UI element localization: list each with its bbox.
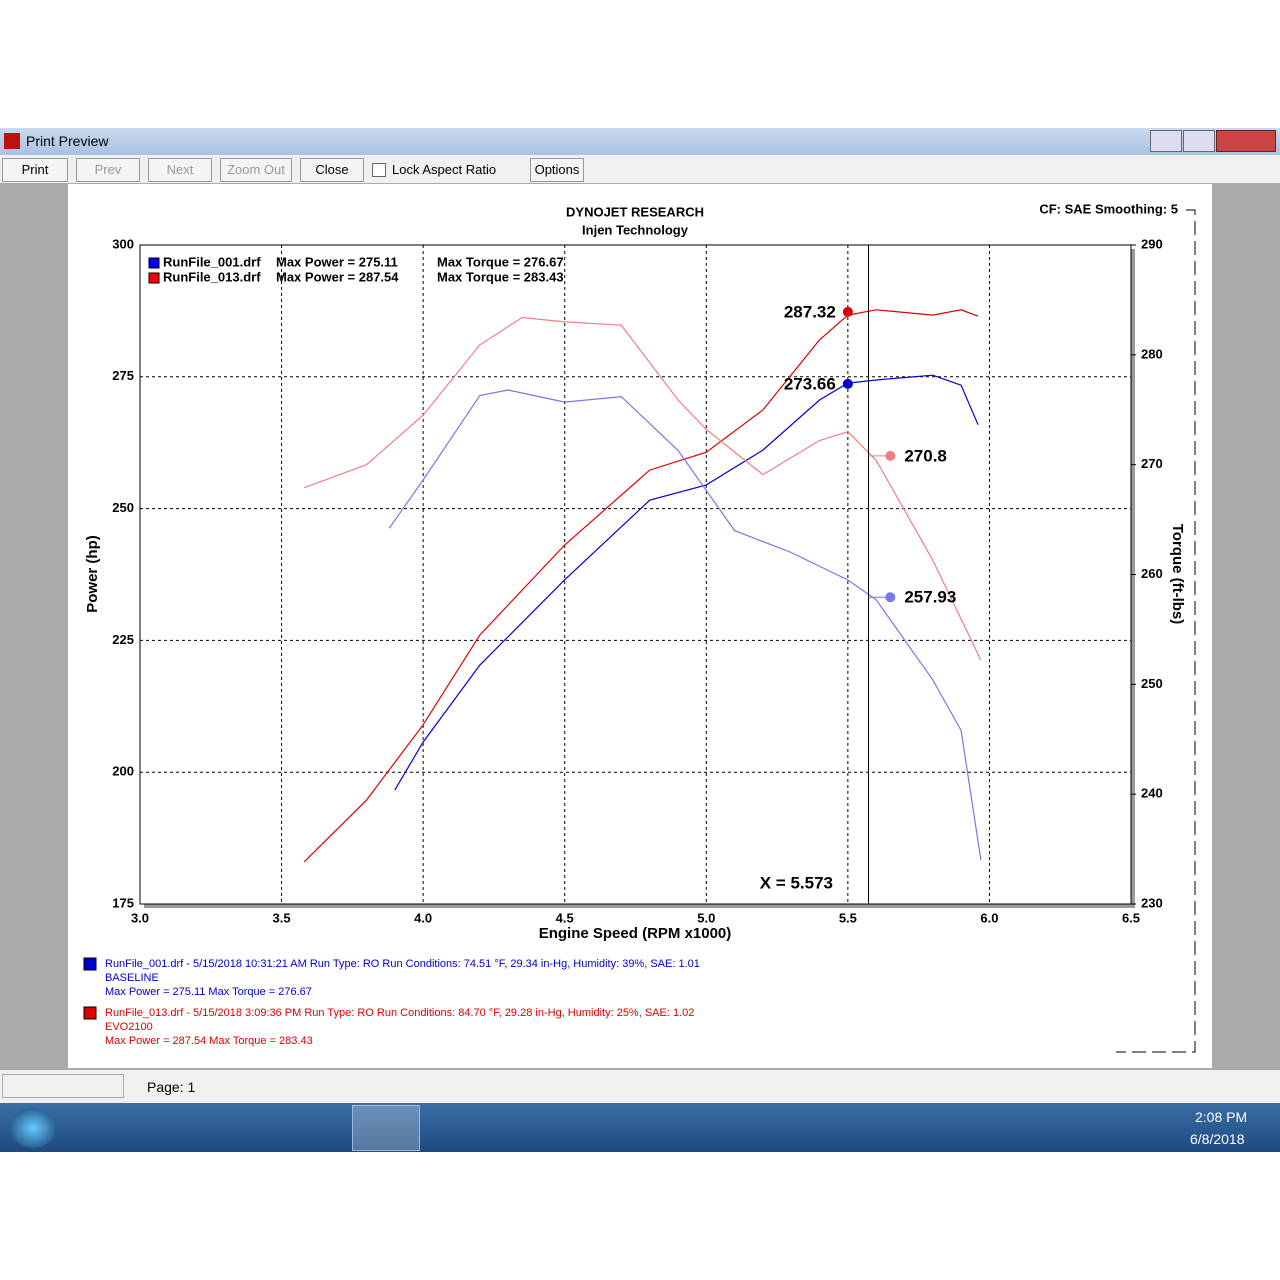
y-tick-label: 200: [112, 764, 134, 779]
plot-area: [139, 244, 1132, 905]
y2-axis-title: Torque (ft-lbs): [1169, 524, 1186, 625]
run-swatch: [83, 957, 97, 971]
series-line: [394, 374, 979, 791]
page-indicator: Page: 1: [147, 1079, 196, 1095]
run-info: RunFile_001.drf - 5/15/2018 10:31:21 AM …: [105, 958, 700, 970]
zoom-out-button[interactable]: Zoom Out: [220, 158, 292, 182]
taskbar: 2:08 PM 6/8/2018: [0, 1103, 1280, 1152]
app-icon: [4, 133, 20, 149]
x-tick-label: 4.5: [556, 910, 574, 925]
clock-time: 2:08 PM: [1195, 1109, 1248, 1125]
next-button[interactable]: Next: [148, 158, 212, 182]
x-tick-label: 5.5: [839, 910, 857, 925]
marker-dot: [885, 450, 896, 461]
close-button[interactable]: Close: [300, 158, 364, 182]
legend-swatch: [148, 257, 160, 269]
y-tick-label: 225: [112, 632, 134, 647]
checkbox-label: Lock Aspect Ratio: [392, 162, 497, 177]
legend-file: RunFile_001.drf: [163, 254, 261, 269]
report-heading: DYNOJET RESEARCH: [566, 204, 704, 219]
marker-dot: [842, 378, 853, 389]
run-info: RunFile_013.drf - 5/15/2018 3:09:36 PM R…: [105, 1007, 694, 1019]
run-info: EVO2100: [105, 1021, 153, 1033]
legend-swatch: [148, 272, 160, 284]
y2-tick-label: 260: [1141, 566, 1163, 581]
x-tick-label: 4.0: [414, 910, 432, 925]
x-tick-label: 5.0: [697, 910, 715, 925]
close-window[interactable]: [1216, 130, 1276, 152]
window-title: Print Preview: [26, 133, 109, 149]
minimize[interactable]: [1150, 130, 1182, 152]
report-subheading: Injen Technology: [582, 222, 689, 237]
checkbox[interactable]: [372, 163, 386, 177]
active-app[interactable]: [352, 1105, 420, 1151]
y2-tick-label: 250: [1141, 676, 1163, 691]
status-bar: Page: 1: [0, 1070, 1280, 1103]
run-info: Max Power = 275.11 Max Torque = 276.67: [105, 986, 312, 998]
y2-tick-label: 290: [1141, 236, 1163, 251]
x-tick-label: 6.0: [980, 910, 998, 925]
toolbar: Print Prev Next Zoom Out Close Lock Aspe…: [0, 155, 1280, 184]
x-tick-label: 3.5: [273, 910, 291, 925]
series-line: [388, 389, 982, 861]
start-button[interactable]: [10, 1108, 56, 1148]
marker-label: 270.8: [904, 446, 947, 465]
legend-power: Max Power = 287.54: [276, 269, 399, 284]
y2-tick-label: 240: [1141, 786, 1163, 801]
marker-dot: [842, 306, 853, 317]
marker-label: 257.93: [904, 588, 956, 607]
x-tick-label: 3.0: [131, 910, 149, 925]
settings: CF: SAE Smoothing: 5: [1039, 201, 1178, 216]
run-info: Max Power = 287.54 Max Torque = 283.43: [105, 1035, 313, 1047]
clock-date: 6/8/2018: [1190, 1131, 1245, 1147]
legend-power: Max Power = 275.11: [276, 254, 398, 269]
page-corner: [1116, 209, 1196, 1053]
maximize[interactable]: [1183, 130, 1215, 152]
print-button[interactable]: Print: [2, 158, 68, 182]
series-line: [303, 316, 982, 661]
y2-tick-label: 270: [1141, 456, 1163, 471]
y-tick-label: 250: [112, 500, 134, 515]
legend-torque: Max Torque = 283.43: [437, 269, 564, 284]
y2-tick-label: 230: [1141, 895, 1163, 910]
prev-button[interactable]: Prev: [76, 158, 140, 182]
y-tick-label: 175: [112, 895, 134, 910]
options-button[interactable]: Options: [530, 158, 584, 182]
cursor-label: X = 5.573: [760, 873, 833, 892]
x-axis-title: Engine Speed (RPM x1000): [539, 925, 732, 942]
run-info: BASELINE: [105, 972, 159, 984]
marker-label: 273.66: [784, 374, 836, 393]
title-bar: Print Preview: [0, 128, 1280, 155]
legend-torque: Max Torque = 276.67: [437, 254, 564, 269]
page-nav[interactable]: [2, 1074, 124, 1098]
y-tick-label: 275: [112, 368, 134, 383]
legend-file: RunFile_013.drf: [163, 269, 261, 284]
marker-label: 287.32: [784, 302, 836, 321]
y-tick-label: 300: [112, 236, 134, 251]
y2-tick-label: 280: [1141, 346, 1163, 361]
run-swatch: [83, 1006, 97, 1020]
marker-dot: [885, 592, 896, 603]
y-axis-title: Power (hp): [84, 535, 101, 613]
series-line: [303, 309, 979, 863]
x-tick-label: 6.5: [1122, 910, 1140, 925]
